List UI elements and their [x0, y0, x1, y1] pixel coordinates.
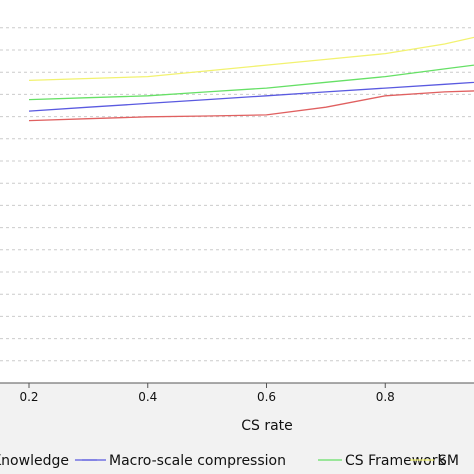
legend-label: Macro-scale compression [109, 453, 286, 469]
x-tick-label: 0.6 [257, 390, 276, 404]
x-tick-labels: 0.2 0.4 0.6 0.8 [19, 383, 395, 404]
x-tick-label: 0.8 [376, 390, 395, 404]
grid-lines [0, 27, 474, 362]
legend-label: SM [438, 453, 459, 469]
x-axis-title: CS rate [241, 418, 293, 434]
series-line [28, 64, 474, 101]
series-line [28, 90, 474, 122]
plot-area [0, 0, 474, 383]
legend: Knowledge Macro-scale compression CS Frame… [0, 453, 459, 469]
series-line [28, 36, 474, 82]
legend-label: Knowledge [0, 453, 69, 469]
x-tick-label: 0.4 [138, 390, 157, 404]
x-tick-label: 0.2 [19, 390, 38, 404]
series-lines [28, 36, 474, 122]
series-line [28, 81, 474, 112]
legend-label: CS Framework [345, 453, 447, 469]
